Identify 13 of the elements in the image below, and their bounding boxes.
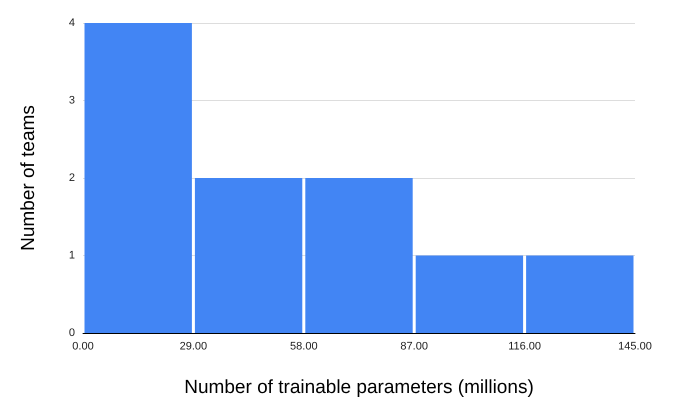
y-tick-label: 0 <box>68 327 75 339</box>
x-tick-label: 58.00 <box>290 340 318 352</box>
y-tick-label: 2 <box>68 172 75 184</box>
x-tick-label: 116.00 <box>508 340 542 352</box>
x-tick-label: 145.00 <box>618 340 652 352</box>
y-tick-label: 4 <box>68 17 75 29</box>
y-tick-label: 1 <box>68 250 75 262</box>
x-tick-label: 87.00 <box>400 340 428 352</box>
x-axis-title: Number of trainable parameters (millions) <box>184 377 534 398</box>
y-axis-title: Number of teams <box>18 105 39 251</box>
x-tick-label: 29.00 <box>180 340 208 352</box>
y-tick-label: 3 <box>68 94 75 106</box>
x-tick-label: 0.00 <box>72 340 94 352</box>
